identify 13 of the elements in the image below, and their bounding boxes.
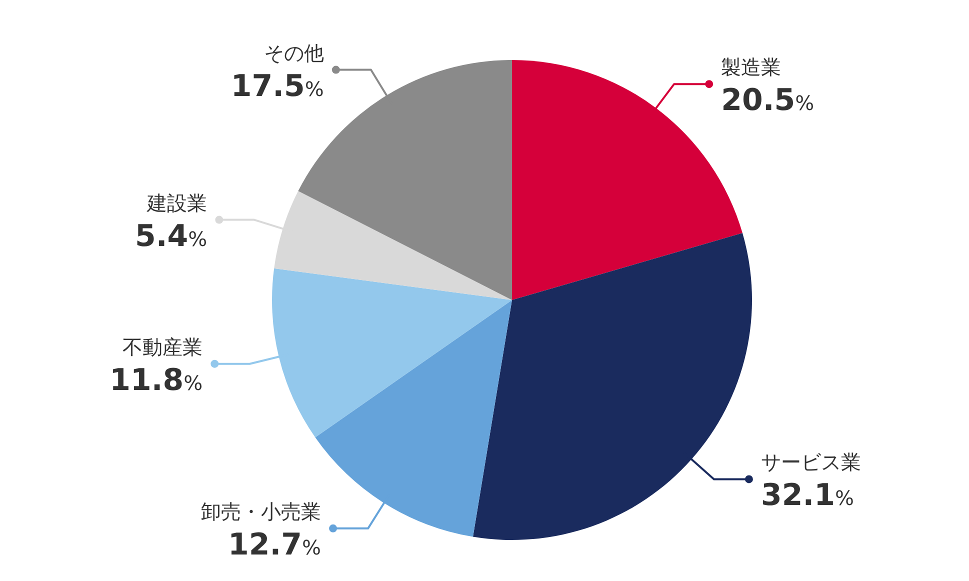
slice-label: 建設業 xyxy=(146,190,208,215)
data-label: 32.1% xyxy=(760,478,854,514)
data-label: 20.5% xyxy=(721,83,814,118)
data-label: 12.7% xyxy=(228,527,322,562)
data-label: 5.4% xyxy=(135,218,208,254)
slice-label: 製造業 xyxy=(721,55,782,80)
slice-label: その他 xyxy=(264,40,324,65)
data-label: 17.5% xyxy=(230,68,324,104)
data-label: 11.8% xyxy=(110,362,203,398)
slice-label: 不動産業 xyxy=(122,334,203,359)
slice-label: サービス業 xyxy=(760,450,861,474)
slice-label: 卸売・小売業 xyxy=(201,499,322,524)
pie-slice xyxy=(472,233,752,540)
